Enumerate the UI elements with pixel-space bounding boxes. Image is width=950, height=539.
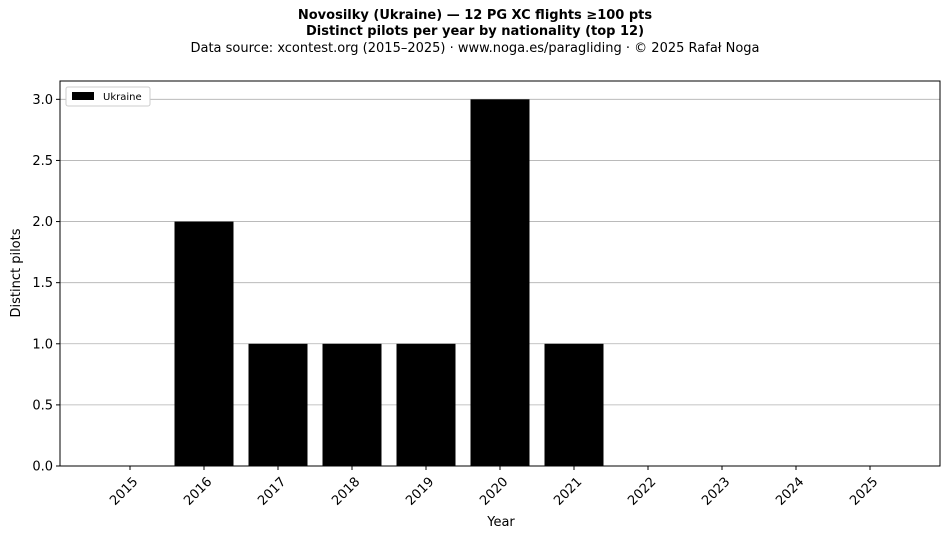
x-tick-label: 2018 [329,475,363,509]
y-axis-ticks: 0.0 0.5 1.0 1.5 2.0 2.5 3.0 [32,93,60,475]
y-tick-label: 3.0 [32,93,53,108]
x-axis-ticks: 2015 2016 2017 2018 2019 2020 2021 2022 2023 2024… [107,466,881,509]
bar-2020 [470,99,530,466]
x-tick-label: 2021 [551,475,585,509]
x-tick-label: 2019 [403,475,437,509]
x-axis-label: Year [486,515,515,530]
bar-2016 [174,221,234,466]
legend-label: Ukraine [103,92,142,103]
x-tick-label: 2023 [699,475,733,509]
y-tick-label: 0.5 [32,398,53,413]
x-tick-label: 2025 [847,475,881,509]
chart-subtitle: Distinct pilots per year by nationality … [305,24,645,39]
bar-2021 [544,343,604,466]
x-tick-label: 2015 [107,475,141,509]
y-tick-label: 1.0 [32,337,53,352]
chart-title: Novosilky (Ukraine) — 12 PG XC flights ≥… [297,8,653,23]
legend-swatch [72,92,94,100]
y-axis-label: Distinct pilots [9,228,24,317]
y-tick-label: 2.0 [32,215,53,230]
chart-title-block: Novosilky (Ukraine) — 12 PG XC flights ≥… [0,8,950,57]
x-tick-label: 2024 [773,475,807,509]
y-tick-label: 2.5 [32,154,53,169]
bar-2018 [322,343,382,466]
x-tick-label: 2016 [181,475,215,509]
chart-source: Data source: xcontest.org (2015–2025) · … [190,41,760,56]
bar-2019 [396,343,456,466]
bar-2017 [248,343,308,466]
x-tick-label: 2022 [625,475,659,509]
y-tick-label: 1.5 [32,276,53,291]
x-tick-label: 2017 [255,475,289,509]
legend-box [65,86,151,107]
bars [174,99,604,466]
y-tick-label: 0.0 [32,460,53,475]
x-tick-label: 2020 [477,475,511,509]
legend: Ukraine [65,86,151,107]
